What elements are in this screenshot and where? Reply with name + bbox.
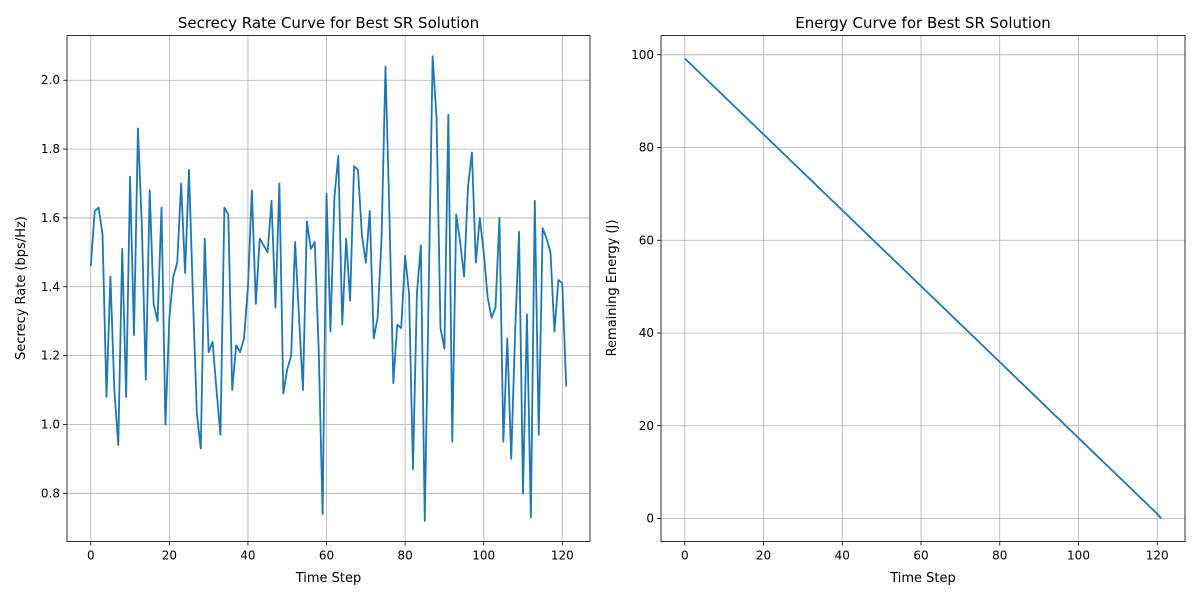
x-tick-label: 120 (551, 549, 574, 563)
y-axis-label: Remaining Energy (J) (605, 220, 620, 357)
energy-chart: Energy Curve for Best SR Solution 0 20 40 6… (605, 14, 1186, 586)
x-tick-label: 0 (87, 549, 95, 563)
x-tick-label: 20 (162, 549, 177, 563)
x-tick-label: 40 (240, 549, 255, 563)
x-ticks: 0 20 40 60 80 100 120 (87, 541, 574, 563)
y-tick-label: 0.8 (41, 486, 60, 500)
y-tick-label: 1.0 (41, 417, 60, 431)
y-tick-label: 80 (639, 141, 654, 155)
x-tick-label: 80 (397, 549, 412, 563)
x-ticks: 0 20 40 60 80 100 120 (681, 541, 1169, 563)
y-axis-label: Secrecy Rate (bps/Hz) (14, 216, 29, 360)
y-tick-label: 1.2 (41, 349, 60, 363)
plot-frame (66, 35, 591, 542)
x-tick-label: 60 (319, 549, 334, 563)
x-tick-label: 0 (681, 549, 689, 563)
plot-frame (660, 35, 1186, 542)
x-tick-label: 100 (1067, 549, 1090, 563)
x-axis-label: Time Step (889, 571, 956, 586)
secrecy-rate-chart: Secrecy Rate Curve for Best SR Solution … (14, 14, 591, 586)
series-line (89, 55, 568, 522)
y-tick-label: 2.0 (41, 73, 60, 87)
series-line (684, 57, 1162, 520)
y-tick-label: 1.6 (41, 211, 60, 225)
y-tick-label: 1.4 (41, 280, 60, 294)
y-ticks: 0 20 40 60 80 100 (631, 48, 661, 526)
grid (661, 35, 1185, 542)
y-tick-label: 60 (639, 233, 654, 247)
x-tick-label: 80 (992, 549, 1007, 563)
grid (67, 35, 590, 542)
y-tick-label: 40 (639, 326, 654, 340)
x-tick-label: 100 (472, 549, 495, 563)
x-axis-label: Time Step (295, 571, 362, 586)
x-tick-label: 20 (756, 549, 771, 563)
series (89, 55, 568, 522)
y-ticks: 0.8 1.0 1.2 1.4 1.6 1.8 2.0 (41, 73, 67, 500)
x-tick-label: 120 (1146, 549, 1169, 563)
x-tick-label: 60 (913, 549, 928, 563)
y-tick-label: 1.8 (41, 142, 60, 156)
x-tick-label: 40 (835, 549, 850, 563)
y-tick-label: 100 (631, 48, 654, 62)
chart-title: Energy Curve for Best SR Solution (795, 14, 1051, 32)
y-tick-label: 0 (646, 512, 654, 526)
chart-title: Secrecy Rate Curve for Best SR Solution (178, 14, 479, 32)
y-tick-label: 20 (639, 419, 654, 433)
series (684, 57, 1162, 520)
